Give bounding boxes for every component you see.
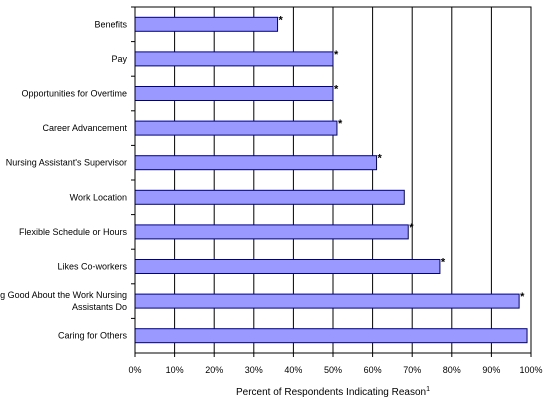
bar-5 bbox=[134, 155, 378, 171]
bar-3 bbox=[134, 86, 334, 101]
x-tick-label-100: 100% bbox=[519, 365, 542, 375]
bar-2 bbox=[134, 51, 334, 67]
x-tick-label-40: 40% bbox=[284, 365, 302, 375]
x-tick-label-70: 70% bbox=[403, 365, 421, 375]
bar-6 bbox=[134, 189, 405, 205]
category-label-10: Caring for Others bbox=[58, 331, 128, 341]
x-tick-label-90: 90% bbox=[482, 365, 500, 375]
x-tick-label-80: 80% bbox=[443, 365, 461, 375]
bar-7 bbox=[134, 224, 409, 240]
category-label-1: Benefits bbox=[94, 19, 127, 29]
significance-marker-4: * bbox=[338, 118, 343, 130]
category-label-8: Likes Co-workers bbox=[57, 262, 127, 272]
x-tick-label-20: 20% bbox=[205, 365, 223, 375]
significance-marker-9: * bbox=[520, 291, 525, 303]
x-axis-title-superscript: 1 bbox=[426, 386, 430, 393]
category-label-3: Opportunities for Overtime bbox=[21, 89, 127, 99]
category-label-7: Flexible Schedule or Hours bbox=[19, 227, 128, 237]
significance-marker-7: * bbox=[409, 222, 414, 234]
x-axis-title: Percent of Respondents Indicating Reason… bbox=[236, 386, 430, 398]
x-tick-label-60: 60% bbox=[364, 365, 382, 375]
category-label-6: Work Location bbox=[70, 192, 127, 202]
significance-marker-1: * bbox=[279, 14, 284, 26]
x-tick-label-50: 50% bbox=[324, 365, 342, 375]
x-axis-title-text: Percent of Respondents Indicating Reason bbox=[236, 387, 426, 398]
x-tick-label-0: 0% bbox=[128, 365, 141, 375]
significance-marker-5: * bbox=[378, 153, 383, 165]
category-label-5: Nursing Assistant's Supervisor bbox=[6, 158, 127, 168]
significance-marker-3: * bbox=[334, 84, 339, 96]
bar-9 bbox=[134, 293, 520, 309]
bar-10 bbox=[134, 328, 528, 344]
bar-4 bbox=[134, 120, 338, 136]
bar-1 bbox=[134, 16, 279, 32]
significance-marker-8: * bbox=[441, 257, 446, 269]
axes bbox=[131, 6, 532, 357]
x-tick-label-10: 10% bbox=[166, 365, 184, 375]
category-label-2: Pay bbox=[111, 54, 127, 64]
labels: 0% 10% 20% 30% 40% 50% 60% 70% 80% 90% 100% Benefit… bbox=[0, 14, 543, 375]
significance-marker-2: * bbox=[334, 49, 339, 61]
category-label-9: Feeling Good About the Work NursingAssis… bbox=[0, 290, 127, 312]
category-label-4: Career Advancement bbox=[42, 123, 127, 133]
x-tick-label-30: 30% bbox=[245, 365, 263, 375]
bar-8 bbox=[134, 259, 441, 274]
bars bbox=[134, 16, 528, 344]
